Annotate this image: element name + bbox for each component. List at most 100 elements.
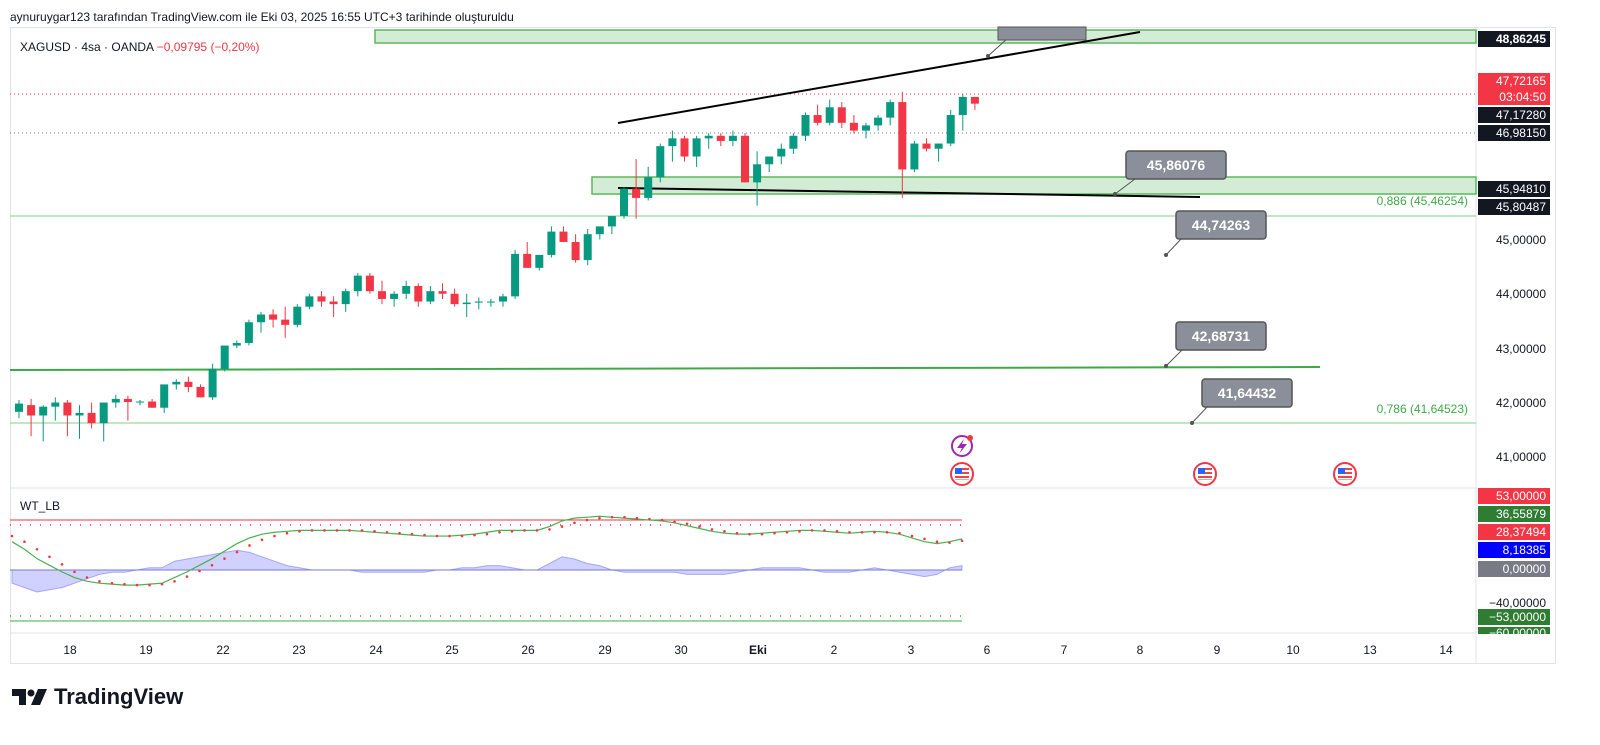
candle-down[interactable] xyxy=(571,241,580,261)
callout-44-74[interactable]: 44,74263 xyxy=(1164,210,1267,257)
candle-up[interactable] xyxy=(232,342,241,346)
candle-up[interactable] xyxy=(244,322,253,343)
candle-up[interactable] xyxy=(874,117,883,126)
candle-up[interactable] xyxy=(946,115,955,144)
candle-down[interactable] xyxy=(148,401,157,408)
candle-down[interactable] xyxy=(632,188,641,198)
candle-up[interactable] xyxy=(547,231,556,255)
candle-down[interactable] xyxy=(849,122,858,131)
callout-45-86[interactable]: 45,86076 xyxy=(1113,150,1227,196)
tradingview-logo[interactable]: TradingView xyxy=(12,684,183,710)
candle-up[interactable] xyxy=(75,412,84,416)
candle-down[interactable] xyxy=(813,115,822,123)
lightning-event-icon[interactable] xyxy=(951,435,973,457)
us-flag-event-icon[interactable] xyxy=(1193,462,1217,486)
callout-41-64[interactable]: 41,64432 xyxy=(1190,378,1293,425)
candle-up[interactable] xyxy=(511,253,520,297)
candle-up[interactable] xyxy=(51,402,60,407)
candle-down[interactable] xyxy=(27,405,36,416)
candle-up[interactable] xyxy=(607,216,616,227)
candle-up[interactable] xyxy=(753,164,762,183)
candle-up[interactable] xyxy=(777,148,786,157)
candle-up[interactable] xyxy=(293,306,302,325)
candle-down[interactable] xyxy=(680,138,689,157)
candle-up[interactable] xyxy=(704,135,713,139)
candle-up[interactable] xyxy=(934,143,943,149)
candle-down[interactable] xyxy=(438,291,447,294)
callout-48[interactable] xyxy=(986,26,1087,58)
candle-down[interactable] xyxy=(922,143,931,149)
candle-up[interactable] xyxy=(958,96,967,116)
candle-down[interactable] xyxy=(450,293,459,305)
candle-up[interactable] xyxy=(462,302,471,305)
candle-down[interactable] xyxy=(837,107,846,123)
candle-down[interactable] xyxy=(123,398,132,403)
candle-up[interactable] xyxy=(765,156,774,165)
candle-up[interactable] xyxy=(15,403,23,412)
candle-up[interactable] xyxy=(535,254,544,268)
support-line-42[interactable] xyxy=(9,366,1321,371)
candle-up[interactable] xyxy=(426,291,435,302)
support-zone[interactable] xyxy=(591,176,1477,195)
candle-up[interactable] xyxy=(886,102,895,118)
candle-up[interactable] xyxy=(136,401,144,403)
candle-down[interactable] xyxy=(87,412,96,424)
callout-42-68[interactable]: 42,68731 xyxy=(1164,321,1267,368)
candle-up[interactable] xyxy=(474,301,483,303)
candle-up[interactable] xyxy=(825,107,834,123)
candle-up[interactable] xyxy=(341,291,350,305)
channel-lower-line[interactable] xyxy=(617,187,1201,198)
candle-up[interactable] xyxy=(257,314,265,323)
candle-down[interactable] xyxy=(184,381,193,387)
candle-up[interactable] xyxy=(220,345,229,369)
x-tick-label: 7 xyxy=(1061,643,1068,657)
candle-up[interactable] xyxy=(486,301,495,303)
candle-down[interactable] xyxy=(898,102,907,170)
candle-down[interactable] xyxy=(365,275,374,292)
candle-up[interactable] xyxy=(862,125,870,131)
candle-up[interactable] xyxy=(620,188,628,217)
indicator-legend[interactable]: WT_LB xyxy=(20,499,61,513)
candle-up[interactable] xyxy=(172,381,181,385)
us-flag-event-icon[interactable] xyxy=(1333,462,1357,486)
candle-up[interactable] xyxy=(208,368,217,398)
candle-down[interactable] xyxy=(378,291,386,299)
candle-up[interactable] xyxy=(656,146,665,178)
resistance-zone-top[interactable] xyxy=(374,29,1477,44)
candle-up[interactable] xyxy=(728,135,737,141)
candle-down[interactable] xyxy=(196,386,205,398)
candle-up[interactable] xyxy=(353,275,362,292)
us-flag-event-icon[interactable] xyxy=(950,462,974,486)
candle-up[interactable] xyxy=(402,285,411,294)
candle-up[interactable] xyxy=(595,226,604,235)
candle-down[interactable] xyxy=(281,319,290,325)
candle-up[interactable] xyxy=(160,384,169,408)
candle-down[interactable] xyxy=(63,402,72,416)
candle-down[interactable] xyxy=(329,301,338,305)
candle-up[interactable] xyxy=(910,143,919,170)
candle-up[interactable] xyxy=(644,177,653,198)
candle-up[interactable] xyxy=(111,398,120,403)
candle-down[interactable] xyxy=(269,314,278,320)
candle-down[interactable] xyxy=(559,231,568,242)
candle-up[interactable] xyxy=(789,135,798,149)
candle-up[interactable] xyxy=(390,293,399,299)
symbol-legend[interactable]: XAGUSD · 4sa · OANDA −0,09795 (−0,20%) xyxy=(20,40,259,54)
candle-down[interactable] xyxy=(716,135,725,141)
candle-up[interactable] xyxy=(305,296,314,307)
candle-down[interactable] xyxy=(414,285,423,302)
candle-down[interactable] xyxy=(523,253,532,268)
candle-up[interactable] xyxy=(99,402,108,424)
candle-up[interactable] xyxy=(39,406,48,416)
candle-up[interactable] xyxy=(583,234,592,261)
channel-upper-line[interactable] xyxy=(617,31,1141,124)
candle-down[interactable] xyxy=(741,135,749,183)
candle-down[interactable] xyxy=(317,296,326,302)
candle-up[interactable] xyxy=(499,296,507,302)
candle-up[interactable] xyxy=(668,138,677,147)
candle-up[interactable] xyxy=(692,138,701,157)
candle-up[interactable] xyxy=(801,115,810,136)
wt2-dot xyxy=(535,529,539,532)
candle-down[interactable] xyxy=(970,96,979,104)
